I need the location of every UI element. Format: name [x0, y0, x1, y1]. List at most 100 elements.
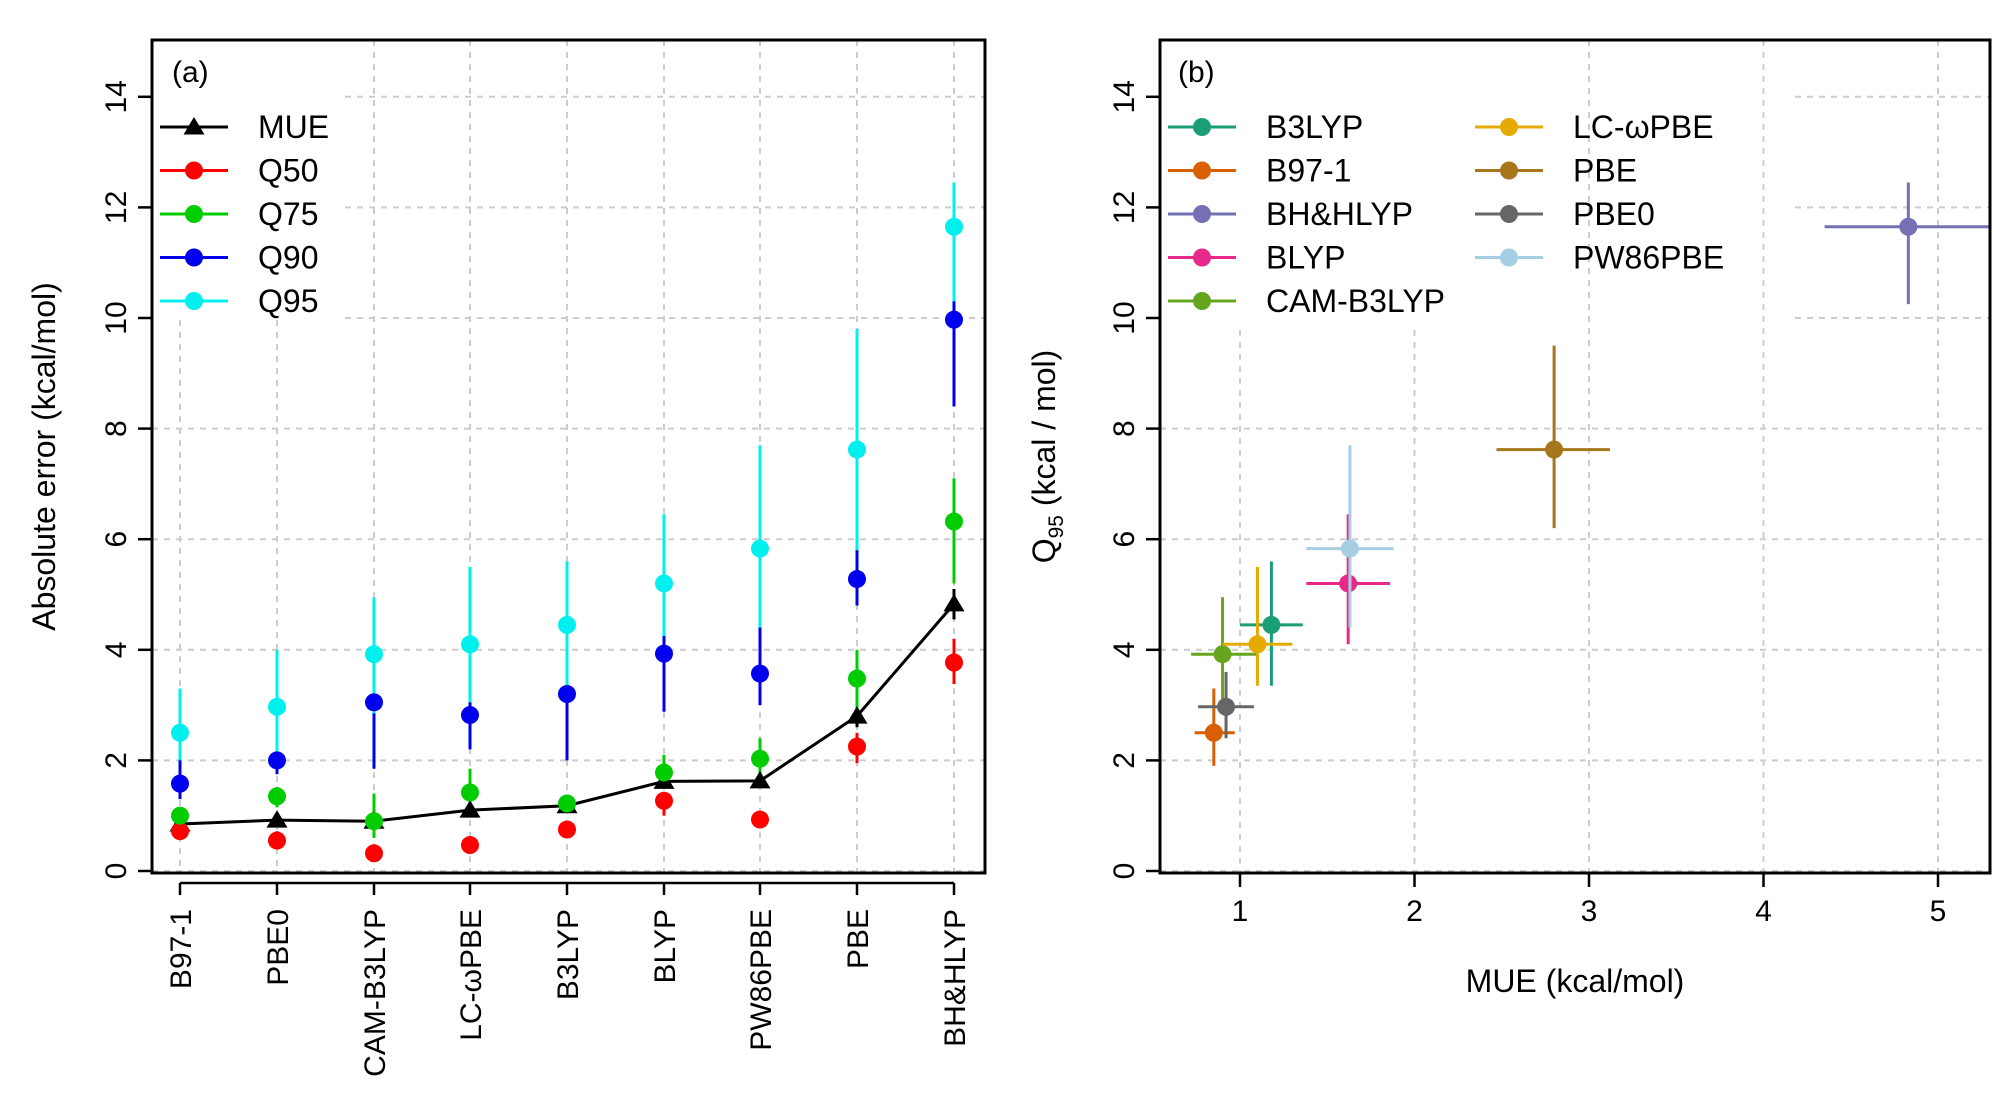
- x-tick-label: 1: [1232, 895, 1249, 928]
- y-axis-title-main: Q: [1026, 538, 1062, 563]
- data-point: [846, 706, 868, 724]
- legend-label: B3LYP: [1266, 109, 1363, 145]
- y-tick-label: 8: [100, 420, 133, 437]
- data-point: [848, 570, 866, 589]
- legend-swatch-marker: [1193, 292, 1211, 310]
- panel-b-frame: [1158, 38, 1992, 875]
- y-tick-label: 6: [1108, 531, 1141, 548]
- data-point: [655, 574, 673, 593]
- x-tick-label: B97-1: [165, 909, 198, 989]
- y-tick-label: 12: [1108, 191, 1141, 224]
- legend-label: CAM-B3LYP: [1266, 283, 1445, 319]
- data-point: [655, 644, 673, 663]
- legend-label: MUE: [258, 109, 329, 145]
- data-point: [945, 653, 963, 672]
- legend-swatch-marker: [185, 248, 203, 267]
- x-tick-label: PBE: [842, 909, 875, 969]
- point-pbe0: [1198, 671, 1254, 739]
- x-tick-label: 5: [1930, 895, 1947, 928]
- data-point: [268, 787, 286, 806]
- y-axis-title: Absolute error (kcal/mol): [26, 282, 62, 631]
- legend-label: PBE: [1573, 153, 1637, 189]
- legend-swatch-marker: [1193, 118, 1211, 136]
- y-tick-label: 6: [100, 531, 133, 548]
- data-point: [558, 615, 576, 634]
- data-point: [1217, 697, 1236, 716]
- markers-q50: [171, 653, 963, 863]
- y-axis-title-sub: 95: [1045, 515, 1068, 538]
- legend-swatch-marker: [1500, 248, 1518, 267]
- legend-label: Q50: [258, 153, 318, 189]
- data-point: [1262, 615, 1281, 634]
- legend-label: BLYP: [1266, 240, 1345, 276]
- y-tick-label: 2: [1108, 752, 1141, 769]
- legend-swatch-marker: [1193, 248, 1211, 267]
- y-tick-label: 14: [100, 80, 133, 113]
- data-point: [171, 822, 189, 841]
- x-tick-label: CAM-B3LYP: [359, 909, 392, 1077]
- data-point: [1339, 574, 1358, 593]
- legend-swatch-marker: [1500, 161, 1518, 180]
- point-cam-b3lyp: [1191, 597, 1258, 700]
- legend-swatch-marker: [1500, 205, 1518, 223]
- markers-q75: [171, 512, 963, 831]
- data-point: [268, 751, 286, 770]
- legend-label: Q75: [258, 196, 318, 232]
- legend-swatch-marker: [185, 205, 203, 223]
- legend-label: B97-1: [1266, 153, 1351, 189]
- data-point: [365, 693, 383, 712]
- point-b3lyp: [1240, 561, 1303, 686]
- data-point: [558, 794, 576, 813]
- data-point: [365, 812, 383, 831]
- data-point: [751, 539, 769, 558]
- panel-label: (a): [172, 56, 209, 89]
- data-point: [268, 831, 286, 850]
- x-tick-label: LC-ωPBE: [455, 909, 488, 1041]
- x-tick-label: 3: [1581, 895, 1598, 928]
- y-tick-label: 10: [1108, 301, 1141, 334]
- legend-label: Q90: [258, 240, 318, 276]
- data-point: [1340, 539, 1359, 558]
- data-point: [461, 836, 479, 855]
- legend-swatch-marker: [1193, 205, 1211, 223]
- y-tick-label: 4: [100, 641, 133, 658]
- panel-a-legend: MUE Q50 Q75 Q90 Q95: [160, 109, 329, 319]
- x-tick-label: PBE0: [262, 909, 295, 986]
- data-point: [655, 791, 673, 810]
- y-tick-label: 10: [100, 301, 133, 334]
- x-tick-label: 2: [1406, 895, 1423, 928]
- panel-a-frame: [150, 38, 987, 875]
- point-pw86pbe: [1306, 445, 1394, 628]
- y-tick-label: 2: [100, 752, 133, 769]
- y-tick-label: 0: [1108, 863, 1141, 880]
- legend-swatch-marker: [1193, 161, 1211, 180]
- data-point: [171, 774, 189, 793]
- legend-label: PW86PBE: [1573, 240, 1724, 276]
- point-bh-hlyp: [1824, 182, 1991, 305]
- y-axis-title-rest: (kcal / mol): [1026, 350, 1062, 515]
- x-tick-label: BLYP: [649, 909, 682, 984]
- data-point: [945, 512, 963, 531]
- y-tick-label: 8: [1108, 420, 1141, 437]
- data-point: [945, 217, 963, 236]
- legend-label: LC-ωPBE: [1573, 109, 1714, 145]
- data-point: [365, 844, 383, 863]
- panel-b-legend: B3LYP B97-1 BH&HLYP BLYP CAM-B3LYP LC-ωPBE PBE…: [1168, 109, 1724, 319]
- data-point: [1545, 440, 1564, 459]
- x-tick-label: B3LYP: [552, 909, 585, 1000]
- markers-q95: [171, 217, 963, 742]
- panel-label: (b): [1178, 56, 1215, 89]
- data-point: [365, 645, 383, 664]
- data-point: [655, 763, 673, 782]
- data-point: [459, 800, 481, 818]
- y-tick-label: 0: [100, 863, 133, 880]
- point-blyp: [1306, 514, 1391, 645]
- point-b97-1: [1194, 688, 1235, 766]
- data-point: [1899, 217, 1918, 236]
- data-point: [266, 810, 288, 828]
- legend-swatch-marker: [185, 292, 203, 310]
- data-point: [751, 810, 769, 829]
- x-tick-label: 4: [1755, 895, 1772, 928]
